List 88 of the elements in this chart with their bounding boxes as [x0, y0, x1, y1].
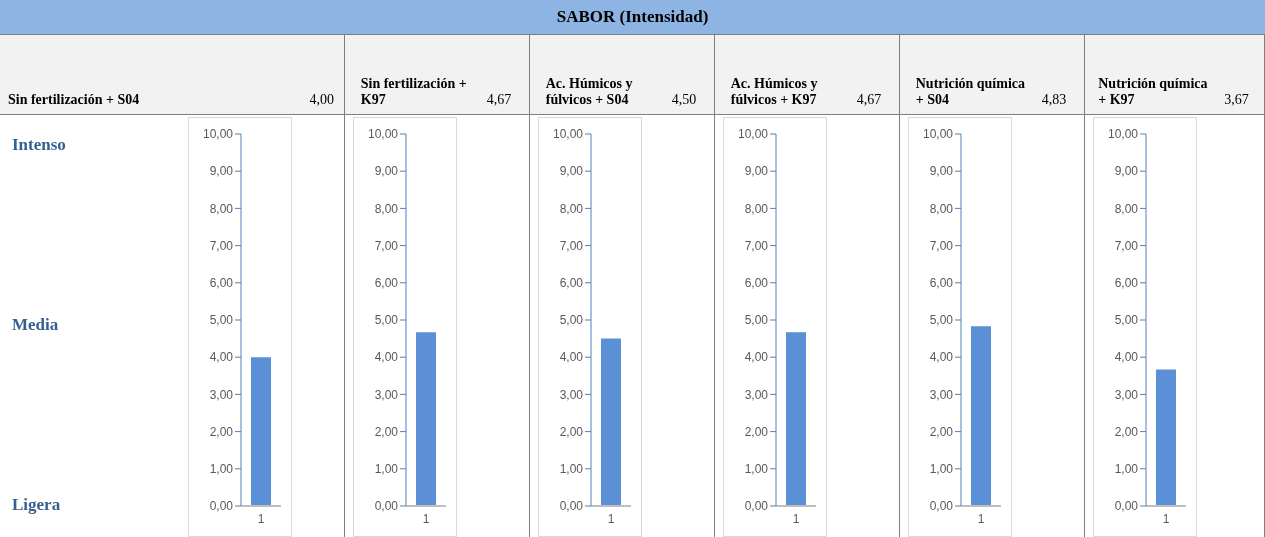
y-tick-label: 4,00 [929, 350, 954, 365]
y-tick-label: 4,00 [559, 350, 584, 365]
y-tick-label: 1,00 [374, 462, 399, 477]
y-tick-label: 1,00 [209, 462, 234, 477]
y-tick-label: 0,00 [1114, 499, 1139, 514]
y-tick-label: 5,00 [209, 313, 234, 328]
y-tick-label: 9,00 [1114, 164, 1139, 179]
y-tick-label: 9,00 [209, 164, 234, 179]
y-tick-label: 0,00 [559, 499, 584, 514]
y-tick-label: 9,00 [929, 164, 954, 179]
y-tick-label: 7,00 [209, 238, 234, 253]
y-tick-label: 6,00 [559, 276, 584, 291]
y-tick-label: 8,00 [929, 201, 954, 216]
y-tick-label: 1,00 [744, 462, 769, 477]
y-tick-label: 3,00 [209, 387, 234, 402]
text: Ligera [12, 495, 62, 515]
y-tick-label: 10,00 [202, 127, 234, 142]
x-tick-label: 1 [792, 511, 800, 526]
y-tick-label: 7,00 [559, 238, 584, 253]
y-tick-label: 7,00 [1114, 238, 1139, 253]
x-tick-label: 1 [422, 511, 430, 526]
chart-title: Ac. Húmicos y fúlvicos + K97 [730, 76, 819, 108]
text: 4,67 [486, 92, 512, 108]
y-tick-label: 5,00 [559, 313, 584, 328]
y-tick-label: 5,00 [1114, 313, 1139, 328]
chart-title: Ac. Húmicos y fúlvicos + S04 [545, 76, 634, 108]
y-tick-label: 1,00 [1114, 462, 1139, 477]
y-tick-label: 10,00 [552, 127, 584, 142]
y-tick-label: 7,00 [374, 238, 399, 253]
y-tick-label: 4,00 [374, 350, 399, 365]
y-tick-label: 8,00 [374, 201, 399, 216]
y-tick-label: 7,00 [929, 238, 954, 253]
x-tick-label: 1 [977, 511, 985, 526]
y-tick-label: 2,00 [929, 424, 954, 439]
y-tick-label: 10,00 [1107, 127, 1139, 142]
x-tick-label: 1 [1162, 511, 1170, 526]
y-tick-label: 2,00 [744, 424, 769, 439]
y-tick-label: 3,00 [744, 387, 769, 402]
y-tick-label: 1,00 [559, 462, 584, 477]
y-tick-label: 10,00 [367, 127, 399, 142]
y-tick-label: 5,00 [374, 313, 399, 328]
y-tick-label: 8,00 [209, 201, 234, 216]
y-tick-label: 3,00 [929, 387, 954, 402]
chart-title: Nutrición química + K97 [1098, 76, 1209, 108]
y-tick-label: 6,00 [744, 276, 769, 291]
y-tick-label: 2,00 [559, 424, 584, 439]
y-tick-label: 0,00 [744, 499, 769, 514]
text: 4,83 [1041, 92, 1067, 108]
text: Intenso [12, 135, 66, 155]
y-tick-label: 5,00 [744, 313, 769, 328]
y-tick-label: 4,00 [744, 350, 769, 365]
y-tick-label: 10,00 [922, 127, 954, 142]
y-tick-label: 4,00 [1114, 350, 1139, 365]
text: 3,67 [1224, 92, 1249, 108]
x-tick-label: 1 [607, 511, 615, 526]
y-tick-label: 8,00 [744, 201, 769, 216]
text: 4,00 [309, 92, 334, 108]
y-tick-label: 9,00 [559, 164, 584, 179]
y-tick-label: 6,00 [209, 276, 234, 291]
y-tick-label: 8,00 [1114, 201, 1139, 216]
y-tick-label: 2,00 [1114, 424, 1139, 439]
y-tick-label: 0,00 [374, 499, 399, 514]
x-tick-label: 1 [257, 511, 265, 526]
y-tick-label: 10,00 [737, 127, 769, 142]
text: SABOR (Intensidad) [556, 7, 709, 27]
y-tick-label: 6,00 [929, 276, 954, 291]
y-tick-label: 5,00 [929, 313, 954, 328]
y-tick-label: 6,00 [374, 276, 399, 291]
y-tick-label: 1,00 [929, 462, 954, 477]
y-tick-label: 4,00 [209, 350, 234, 365]
y-tick-label: 7,00 [744, 238, 769, 253]
y-tick-label: 6,00 [1114, 276, 1139, 291]
y-tick-label: 8,00 [559, 201, 584, 216]
y-tick-label: 9,00 [374, 164, 399, 179]
text: Sin fertilización + S04 [8, 92, 140, 108]
chart-title: Sin fertilización + K97 [360, 76, 468, 108]
y-tick-label: 2,00 [209, 424, 234, 439]
text: Media [12, 315, 60, 335]
text: 4,67 [856, 92, 882, 108]
y-tick-label: 0,00 [929, 499, 954, 514]
y-tick-label: 3,00 [559, 387, 584, 402]
text: 4,50 [671, 92, 697, 108]
y-tick-label: 9,00 [744, 164, 769, 179]
y-tick-label: 0,00 [209, 499, 234, 514]
y-tick-label: 2,00 [374, 424, 399, 439]
chart-title: Nutrición química + S04 [915, 76, 1027, 108]
y-tick-label: 3,00 [1114, 387, 1139, 402]
y-tick-label: 3,00 [374, 387, 399, 402]
